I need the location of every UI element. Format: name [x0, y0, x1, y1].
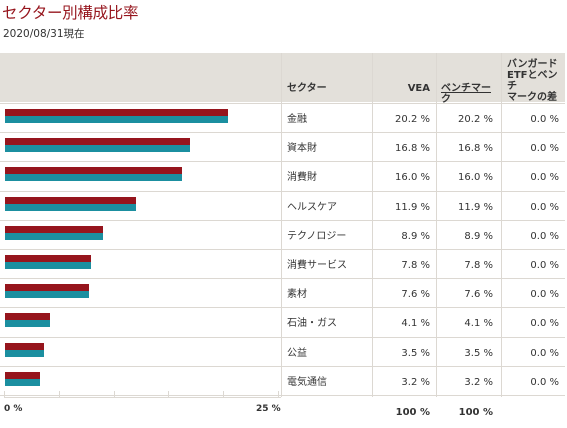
benchmark-value: 16.0 %: [458, 172, 493, 183]
benchmark-value: 7.6 %: [464, 289, 493, 300]
difference-value: 0.0 %: [530, 348, 559, 359]
sector-label: 素材: [287, 289, 307, 300]
difference-value: 0.0 %: [530, 231, 559, 242]
difference-value: 0.0 %: [530, 172, 559, 183]
header-difference: バンガード ETFとベンチ マークの差: [507, 59, 563, 103]
column-divider: [501, 53, 502, 397]
header-vea: VEA: [407, 83, 430, 94]
header-sector: セクター: [287, 83, 327, 94]
vea-value: 11.9 %: [395, 202, 430, 213]
bar-vea: [5, 255, 92, 262]
bar-benchmark: [5, 145, 191, 152]
bar-vea: [5, 313, 51, 320]
bar-vea: [5, 109, 228, 116]
vea-value: 3.5 %: [401, 348, 430, 359]
sector-label: 金融: [287, 114, 307, 125]
sector-label: 公益: [287, 348, 307, 359]
header-diff-line3: マークの差: [507, 92, 557, 103]
table-header: [0, 53, 565, 102]
benchmark-value: 20.2 %: [458, 114, 493, 125]
sector-label: ヘルスケア: [287, 202, 337, 213]
difference-value: 0.0 %: [530, 260, 559, 271]
sector-label: テクノロジー: [287, 231, 347, 242]
row-divider: [0, 337, 565, 338]
bar-benchmark: [5, 116, 228, 123]
row-divider: [0, 307, 565, 308]
difference-value: 0.0 %: [530, 377, 559, 388]
x-axis: [4, 397, 281, 398]
bar-benchmark: [5, 291, 89, 298]
difference-value: 0.0 %: [530, 289, 559, 300]
row-divider: [0, 191, 565, 192]
row-divider: [0, 132, 565, 133]
bar-vea: [5, 197, 137, 204]
bar-vea: [5, 226, 104, 233]
benchmark-value: 7.8 %: [464, 260, 493, 271]
benchmark-value: 8.9 %: [464, 231, 493, 242]
vea-value: 16.0 %: [395, 172, 430, 183]
bar-vea: [5, 372, 41, 379]
vea-value: 3.2 %: [401, 377, 430, 388]
bar-benchmark: [5, 379, 41, 386]
sector-label: 消費サービス: [287, 260, 347, 271]
bar-vea: [5, 343, 44, 350]
column-divider: [436, 53, 437, 397]
row-divider: [0, 103, 565, 104]
row-divider: [0, 366, 565, 367]
bar-benchmark: [5, 233, 104, 240]
bar-benchmark: [5, 174, 182, 181]
total-benchmark: 100 %: [458, 407, 493, 418]
benchmark-value: 11.9 %: [458, 202, 493, 213]
sector-label: 消費財: [287, 172, 317, 183]
row-divider: [0, 249, 565, 250]
benchmark-value: 3.5 %: [464, 348, 493, 359]
difference-value: 0.0 %: [530, 143, 559, 154]
bar-benchmark: [5, 262, 92, 269]
vea-value: 20.2 %: [395, 114, 430, 125]
header-diff-line1: バンガード: [507, 59, 558, 70]
x-axis-tick: [114, 391, 115, 397]
total-vea: 100 %: [395, 407, 430, 418]
vea-value: 7.8 %: [401, 260, 430, 271]
difference-value: 0.0 %: [530, 114, 559, 125]
as-of-date: 2020/08/31現在: [3, 28, 85, 40]
benchmark-value: 16.8 %: [458, 143, 493, 154]
benchmark-value: 3.2 %: [464, 377, 493, 388]
bar-vea: [5, 138, 191, 145]
row-divider: [0, 278, 565, 279]
difference-value: 0.0 %: [530, 202, 559, 213]
difference-value: 0.0 %: [530, 318, 559, 329]
bar-benchmark: [5, 204, 137, 211]
sector-label: 資本財: [287, 143, 317, 154]
x-tick-label-max: 25 %: [256, 404, 281, 414]
header-diff-line2: ETFとベンチ: [507, 70, 558, 92]
x-axis-tick: [278, 391, 279, 397]
x-tick-label-min: 0 %: [4, 404, 23, 414]
x-axis-tick: [4, 391, 5, 397]
x-axis-tick: [223, 391, 224, 397]
column-divider: [281, 53, 282, 397]
x-axis-tick: [59, 391, 60, 397]
vea-value: 16.8 %: [395, 143, 430, 154]
sector-label: 電気通信: [287, 377, 327, 388]
row-divider: [0, 220, 565, 221]
x-axis-tick: [168, 391, 169, 397]
bar-vea: [5, 284, 89, 291]
sector-label: 石油・ガス: [287, 318, 337, 329]
vea-value: 7.6 %: [401, 289, 430, 300]
header-benchmark-link[interactable]: ベンチマーク: [441, 83, 491, 105]
vea-value: 4.1 %: [401, 318, 430, 329]
page-title: セクター別構成比率: [2, 4, 139, 22]
bar-benchmark: [5, 350, 44, 357]
column-divider: [372, 53, 373, 397]
row-divider: [0, 395, 565, 396]
benchmark-value: 4.1 %: [464, 318, 493, 329]
row-divider: [0, 161, 565, 162]
bar-benchmark: [5, 320, 51, 327]
vea-value: 8.9 %: [401, 231, 430, 242]
bar-vea: [5, 167, 182, 174]
